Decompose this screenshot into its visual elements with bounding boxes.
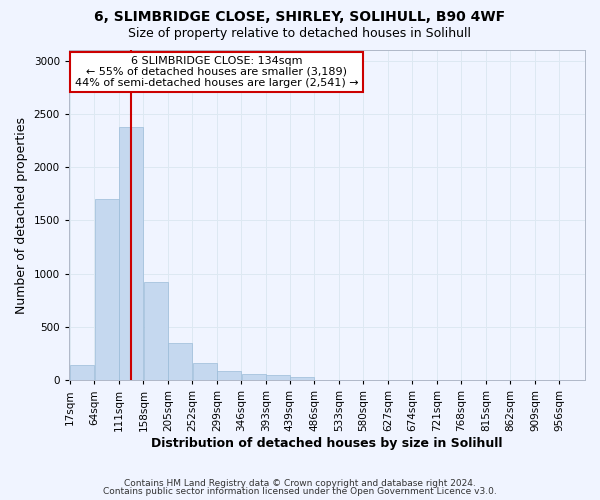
Text: ← 55% of detached houses are smaller (3,189): ← 55% of detached houses are smaller (3,… [86, 67, 347, 77]
Bar [266, 376, 290, 380]
Bar [70, 366, 94, 380]
Bar [242, 374, 266, 380]
X-axis label: Distribution of detached houses by size in Solihull: Distribution of detached houses by size … [151, 437, 503, 450]
Y-axis label: Number of detached properties: Number of detached properties [15, 116, 28, 314]
Text: Contains HM Land Registry data © Crown copyright and database right 2024.: Contains HM Land Registry data © Crown c… [124, 478, 476, 488]
Text: 6 SLIMBRIDGE CLOSE: 134sqm: 6 SLIMBRIDGE CLOSE: 134sqm [131, 56, 302, 66]
Text: Contains public sector information licensed under the Open Government Licence v3: Contains public sector information licen… [103, 487, 497, 496]
Bar [290, 377, 314, 380]
Bar [193, 363, 217, 380]
Bar [143, 282, 168, 380]
Bar [95, 199, 119, 380]
Bar [119, 126, 143, 380]
Bar [168, 343, 192, 380]
FancyBboxPatch shape [70, 52, 364, 92]
Bar [217, 370, 241, 380]
Text: 44% of semi-detached houses are larger (2,541) →: 44% of semi-detached houses are larger (… [75, 78, 358, 88]
Text: 6, SLIMBRIDGE CLOSE, SHIRLEY, SOLIHULL, B90 4WF: 6, SLIMBRIDGE CLOSE, SHIRLEY, SOLIHULL, … [94, 10, 506, 24]
Text: Size of property relative to detached houses in Solihull: Size of property relative to detached ho… [128, 28, 472, 40]
